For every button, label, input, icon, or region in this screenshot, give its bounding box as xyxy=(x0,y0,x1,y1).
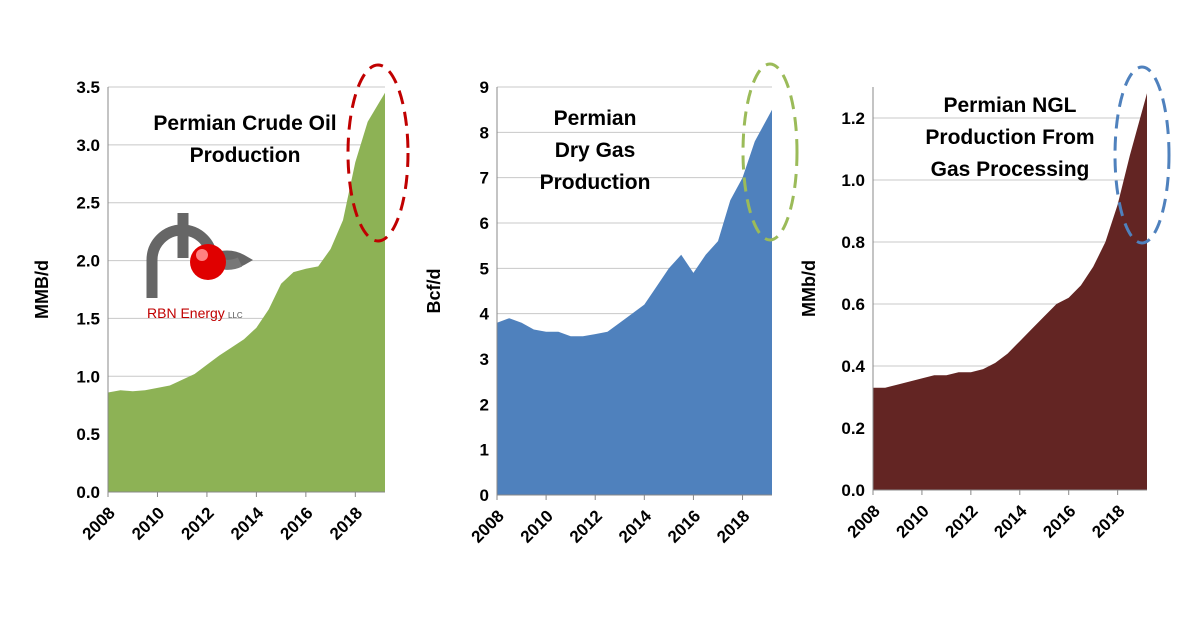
chart-title: Production xyxy=(540,171,651,194)
y-tick-label: 0 xyxy=(480,486,489,505)
y-tick-label: 2 xyxy=(480,395,489,414)
y-tick-label: 1.2 xyxy=(841,109,865,128)
y-tick-label: 2.0 xyxy=(76,252,100,271)
x-tick-label: 2014 xyxy=(615,506,656,547)
y-tick-label: 1.0 xyxy=(841,171,865,190)
logo: RBN Energy LLC xyxy=(146,213,254,321)
chart-title: Dry Gas xyxy=(555,139,636,162)
x-tick-label: 2012 xyxy=(178,503,218,543)
area xyxy=(497,109,772,495)
y-tick-label: 9 xyxy=(480,78,489,97)
y-tick-label: 6 xyxy=(480,214,489,233)
highlight-ellipse xyxy=(741,62,799,242)
logo-text: RBN Energy xyxy=(147,305,225,321)
x-tick-label: 2008 xyxy=(79,503,119,543)
y-tick-label: 3.5 xyxy=(76,78,100,97)
chart-title: Production xyxy=(190,144,301,167)
y-tick-label: 3.0 xyxy=(76,136,100,155)
x-tick-label: 2012 xyxy=(942,501,982,541)
y-tick-label: 0.2 xyxy=(841,419,865,438)
x-tick-label: 2016 xyxy=(277,503,317,543)
y-tick-label: 3 xyxy=(480,350,489,369)
y-tick-label: 1.5 xyxy=(76,309,100,328)
x-tick-label: 2018 xyxy=(326,503,366,543)
x-tick-label: 2012 xyxy=(566,506,606,546)
y-tick-label: 1 xyxy=(480,441,489,460)
logo-ball xyxy=(190,244,226,280)
y-tick-label: 5 xyxy=(480,259,489,278)
x-tick-label: 2008 xyxy=(468,506,508,546)
y-tick-label: 7 xyxy=(480,169,489,188)
y-tick-label: 0.8 xyxy=(841,233,865,252)
logo-shine xyxy=(196,249,208,261)
chart-title: Gas Processing xyxy=(931,158,1090,181)
chart-title: Permian xyxy=(554,107,637,130)
y-axis-label: Bcf/d xyxy=(424,269,444,314)
x-tick-label: 2018 xyxy=(1088,501,1128,541)
highlight-ellipse xyxy=(346,63,410,243)
x-tick-label: 2010 xyxy=(893,501,933,541)
y-tick-label: 0.0 xyxy=(841,481,865,500)
x-tick-label: 2018 xyxy=(713,506,753,546)
y-tick-label: 0.6 xyxy=(841,295,865,314)
y-tick-label: 0.4 xyxy=(841,357,865,376)
x-tick-label: 2008 xyxy=(844,501,884,541)
x-tick-label: 2010 xyxy=(517,506,557,546)
logo-suffix: LLC xyxy=(228,311,243,320)
highlight-ellipse xyxy=(1113,65,1171,245)
y-tick-label: 0.5 xyxy=(76,425,100,444)
x-tick-label: 2014 xyxy=(990,501,1031,542)
area xyxy=(873,93,1147,490)
y-tick-label: 1.0 xyxy=(76,367,100,386)
chart-title: Permian Crude Oil xyxy=(153,112,336,135)
x-tick-label: 2010 xyxy=(128,503,168,543)
y-tick-label: 0.0 xyxy=(76,483,100,502)
y-axis-label: MMB/d xyxy=(32,260,52,319)
x-tick-label: 2016 xyxy=(1039,501,1079,541)
y-tick-label: 8 xyxy=(480,123,489,142)
x-tick-label: 2014 xyxy=(227,503,268,544)
x-tick-label: 2016 xyxy=(664,506,704,546)
panel: 0 1 2 3 4 5 6 7 8 9 2008 2010 2012 2014 2016 2018 Bcf/d P… xyxy=(424,62,799,547)
y-tick-label: 4 xyxy=(480,305,490,324)
chart-title: Production From xyxy=(925,126,1094,149)
y-axis-label: MMb/d xyxy=(799,260,819,317)
area xyxy=(108,92,385,493)
y-tick-label: 2.5 xyxy=(76,194,100,213)
chart-title: Permian NGL xyxy=(943,94,1076,117)
